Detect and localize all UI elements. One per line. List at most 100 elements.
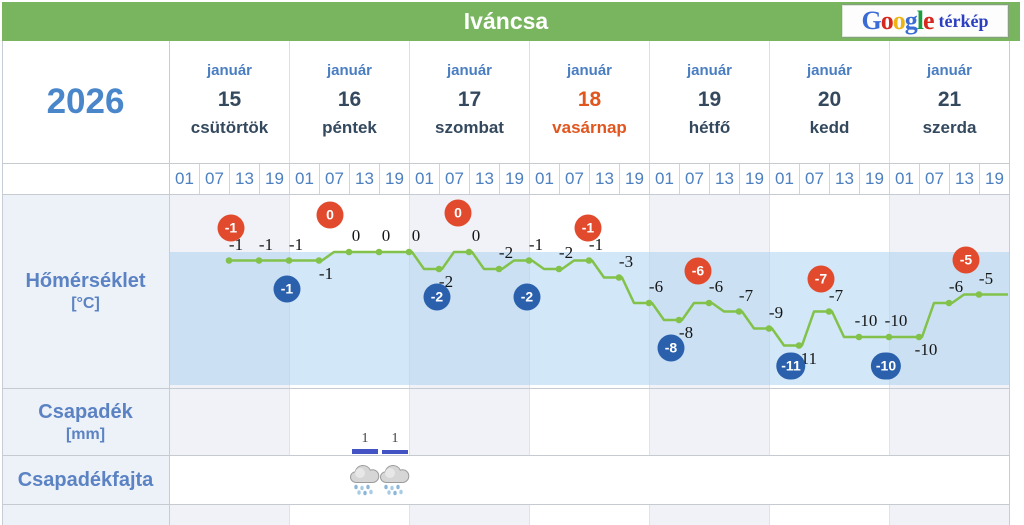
google-maps-logo[interactable]: Google térkép [841, 4, 1009, 38]
day-column-background [650, 389, 770, 455]
day-number: 21 [937, 88, 962, 111]
day-header-21[interactable]: január 21 szerda [890, 41, 1010, 163]
daily-max-badge: -6 [684, 257, 712, 285]
table-left-border [2, 41, 3, 525]
google-maps-suffix: térkép [938, 10, 989, 31]
hour-label: 19 [620, 164, 650, 194]
google-logo-text: Google [861, 6, 935, 35]
day-header-17[interactable]: január 17 szombat [410, 41, 530, 163]
logo-letter: l [916, 6, 924, 35]
day-column-background [290, 389, 410, 455]
hour-label: 19 [740, 164, 770, 194]
temperature-line [225, 248, 1008, 349]
day-column-background [290, 505, 410, 525]
temperature-unit: [°C] [71, 295, 100, 312]
temp-point-label: -1 [288, 234, 304, 254]
day-number: 17 [457, 88, 482, 111]
temp-point-label: -6 [648, 277, 664, 296]
temp-point-label: -7 [828, 285, 844, 305]
day-weekday: péntek [322, 118, 377, 137]
hour-label: 13 [470, 164, 500, 194]
day-header-19[interactable]: január 19 hétfő [650, 41, 770, 163]
day-column-background [170, 389, 290, 455]
day-column-background [650, 505, 770, 525]
temp-point-label: -1 [528, 234, 544, 254]
day-column-background [170, 505, 290, 525]
hour-label: 07 [440, 164, 470, 194]
daily-max-badge: 0 [316, 201, 344, 229]
hour-label: 19 [260, 164, 290, 194]
day-weekday: szombat [435, 118, 504, 137]
day-number: 20 [817, 88, 842, 111]
daily-min-badge: -8 [657, 334, 685, 362]
temp-point-label: 0 [351, 226, 361, 245]
precip-value-label: 1 [361, 431, 369, 446]
temp-point-label: -1 [318, 263, 334, 283]
daily-min-badge: -1 [273, 275, 301, 303]
precipitation-type-row [170, 456, 1010, 504]
hour-label: 07 [920, 164, 950, 194]
daily-min-badge: -2 [513, 283, 541, 311]
hour-label: 13 [350, 164, 380, 194]
hour-row-spacer [2, 164, 170, 194]
day-number: 18 [577, 88, 602, 111]
day-column-background [890, 505, 1010, 525]
hour-label: 07 [560, 164, 590, 194]
temperature-chart: -1 -1 -1 -1 0 0 0 -2 0 -2 -1 -2 -1 -3 -6 -8 -6 -7 -9 -11 -7-… [170, 195, 1010, 388]
day-header-16[interactable]: január 16 péntek [290, 41, 410, 163]
hour-label: 01 [650, 164, 680, 194]
daily-max-badge: -5 [952, 246, 980, 274]
grid-line [2, 163, 1010, 164]
day-weekday: hétfő [688, 118, 731, 137]
rain-cloud-icon [348, 462, 382, 503]
temp-point-label: 0 [381, 226, 391, 245]
precipitation-row-label: Csapadék [mm] [2, 389, 170, 455]
grid-line [2, 504, 1010, 505]
day-month: január [926, 62, 972, 79]
hour-label: 01 [530, 164, 560, 194]
day-column-background [770, 389, 890, 455]
temp-point-label: -6 [948, 277, 964, 296]
logo-letter: g [904, 6, 918, 35]
hour-label: 01 [890, 164, 920, 194]
day-header-15[interactable]: január 15 csütörtök [170, 41, 290, 163]
daily-max-badge: -1 [574, 214, 602, 242]
next-row-stub-label [2, 505, 170, 525]
temp-point-label: -9 [768, 302, 784, 322]
hour-label: 07 [800, 164, 830, 194]
temp-point-label: 0 [411, 226, 421, 245]
day-header-18[interactable]: január 18 vasárnap [530, 41, 650, 163]
hour-label: 07 [680, 164, 710, 194]
below-zero-zone [170, 252, 1010, 385]
hour-label: 13 [590, 164, 620, 194]
temp-point-label: -10 [854, 311, 878, 330]
day-weekday: kedd [809, 118, 850, 137]
daily-min-badge: -10 [870, 352, 902, 380]
hour-label: 19 [860, 164, 890, 194]
hour-label: 01 [770, 164, 800, 194]
day-column-background [410, 505, 530, 525]
daily-max-badge: -1 [217, 214, 245, 242]
temp-point-label: -2 [498, 243, 514, 262]
logo-letter: e [922, 6, 935, 35]
temp-point-label: -1 [258, 234, 274, 254]
precipitation-type-row-label: Csapadékfajta [2, 456, 170, 504]
precipitation-unit: [mm] [65, 425, 106, 443]
hour-label: 19 [980, 164, 1010, 194]
day-number: 15 [217, 88, 242, 111]
precip-value-label: 1 [391, 431, 399, 446]
daily-min-badge: -2 [423, 283, 451, 311]
day-column-background [410, 389, 530, 455]
day-month: január [446, 62, 492, 79]
day-column-background [770, 505, 890, 525]
day-header-20[interactable]: január 20 kedd [770, 41, 890, 163]
next-row-stub [170, 505, 1010, 525]
hour-label: 01 [170, 164, 200, 194]
precipitation-label: Csapadék [38, 400, 133, 423]
logo-letter: G [861, 6, 882, 35]
grid-line [2, 194, 1010, 195]
temp-point-label: -2 [558, 243, 574, 262]
hour-label: 19 [500, 164, 530, 194]
